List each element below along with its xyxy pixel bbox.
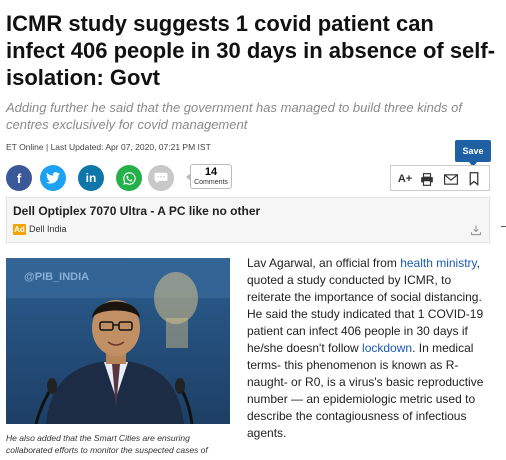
article-synopsis: Adding further he said that the governme…	[6, 100, 463, 132]
comment-bubble-icon	[154, 172, 168, 184]
ad-badge: Ad	[13, 224, 26, 235]
body-text-3: . In medical terms- this phenomenon is k…	[247, 341, 484, 440]
download-icon[interactable]	[470, 224, 482, 236]
comments-label: Comments	[194, 179, 228, 186]
body-text-1: Lav Agarwal, an official from	[247, 256, 401, 270]
comments-count-badge[interactable]: 14 Comments	[186, 164, 232, 189]
photo-illustration: @PIB_INDIA	[6, 258, 230, 424]
bookmark-icon	[469, 172, 479, 186]
article-body: Lav Agarwal, an official from health min…	[247, 255, 495, 442]
twitter-share-button[interactable]	[40, 165, 66, 191]
article-byline: ET Online | Last Updated: Apr 07, 2020, …	[6, 142, 211, 152]
save-button[interactable]: Save	[455, 140, 491, 167]
mail-icon	[444, 173, 458, 185]
comment-button[interactable]	[148, 165, 174, 191]
svg-text:@PIB_INDIA: @PIB_INDIA	[24, 271, 89, 283]
print-button[interactable]	[419, 171, 435, 187]
linkedin-icon: in	[85, 171, 97, 185]
facebook-share-button[interactable]: f	[6, 165, 32, 191]
email-button[interactable]	[443, 171, 459, 187]
health-ministry-link[interactable]: health ministry	[400, 256, 477, 270]
ad-source: Dell India	[29, 224, 67, 234]
page-edge-marker	[501, 226, 506, 227]
body-text-2: , quoted a study conducted by ICMR, to r…	[247, 256, 484, 355]
print-icon	[421, 172, 433, 186]
whatsapp-share-button[interactable]	[116, 165, 142, 191]
bookmark-button[interactable]	[467, 171, 481, 187]
photo-caption: He also added that the Smart Cities are …	[6, 433, 208, 455]
article-photo: @PIB_INDIA	[6, 258, 230, 424]
whatsapp-icon	[122, 171, 136, 185]
sponsored-ad[interactable]: Dell Optiplex 7070 Ultra - A PC like no …	[6, 197, 490, 243]
twitter-icon	[46, 172, 60, 184]
article-headline: ICMR study suggests 1 covid patient can …	[6, 11, 496, 90]
lockdown-link[interactable]: lockdown	[362, 341, 413, 355]
facebook-icon: f	[16, 170, 22, 186]
font-size-button[interactable]: A+	[397, 173, 413, 185]
comments-count: 14	[204, 166, 218, 178]
linkedin-share-button[interactable]: in	[78, 165, 104, 191]
ad-title[interactable]: Dell Optiplex 7070 Ultra - A PC like no …	[13, 204, 261, 218]
article-tools: A+	[390, 165, 490, 191]
